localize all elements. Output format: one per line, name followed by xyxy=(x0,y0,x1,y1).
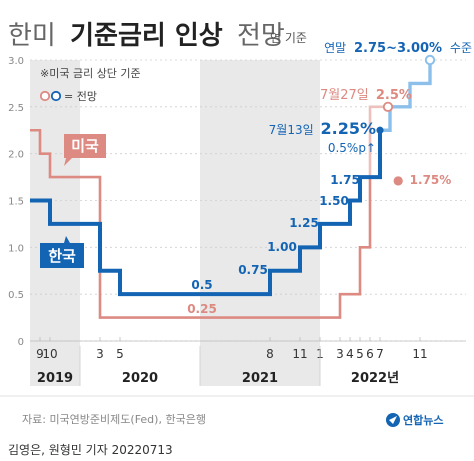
kr-label-0.75: 0.75 xyxy=(238,263,268,277)
year-label: 2021 xyxy=(242,371,278,386)
jul13-change: 0.5%p↑ xyxy=(328,141,376,155)
legend-us-forecast-marker xyxy=(39,90,51,102)
jul27-value: 2.5% xyxy=(376,88,412,103)
y-tick-label: 0.5 xyxy=(8,290,24,301)
year-label: 2020 xyxy=(122,371,158,386)
kr-tag: 한국 xyxy=(40,236,84,268)
x-tick-label: 11 xyxy=(412,347,427,361)
legend-note: ※미국 금리 상단 기준 xyxy=(40,67,141,80)
y-tick-label: 2.0 xyxy=(8,150,24,161)
kr-value-labels: 0.5 0.75 1.00 1.25 1.50 1.75 xyxy=(191,173,359,292)
y-tick-label: 1.0 xyxy=(8,243,24,254)
jul13-value: 2.25% xyxy=(320,119,376,138)
x-tick-label: 10 xyxy=(42,347,57,361)
x-tick-label: 7 xyxy=(376,347,384,361)
kr-label-1.75: 1.75 xyxy=(330,173,360,187)
brand-logo-mark xyxy=(389,416,397,424)
year-end-value: 2.75~3.00% xyxy=(354,41,442,56)
x-tick-label: 8 xyxy=(266,347,274,361)
us-tag-label: 미국 xyxy=(71,137,99,155)
kr-tag-label: 한국 xyxy=(48,247,76,265)
byline: 김영은, 원형민 기자 20220713 xyxy=(8,443,173,457)
title-prefix: 한미 xyxy=(8,21,56,51)
x-tick-label: 4 xyxy=(346,347,354,361)
chart-title: 한미 기준금리 인상 전망 xyxy=(8,21,285,51)
y-tick-label: 3.0 xyxy=(8,56,24,67)
jul13-annotation: 7월13일 2.25% xyxy=(269,119,376,138)
y-tick-label: 2.5 xyxy=(8,103,24,114)
us-end-marker: ● xyxy=(393,173,403,187)
title-suffix: 전망 xyxy=(237,21,285,51)
us-label-0.25: 0.25 xyxy=(187,302,217,316)
kr-label-0.5: 0.5 xyxy=(191,278,212,292)
source-note: 자료: 미국연방준비제도(Fed), 한국은행 xyxy=(22,413,206,426)
legend-kr-forecast-marker xyxy=(50,90,62,102)
marker-us-jul27 xyxy=(382,101,394,112)
x-tick-label: 11 xyxy=(292,347,307,361)
x-tick-label: 3 xyxy=(96,347,104,361)
year-label: 2019 xyxy=(37,371,73,386)
shade-band-2021 xyxy=(200,60,320,386)
series-lines xyxy=(30,60,432,319)
x-tick-label: 3 xyxy=(336,347,344,361)
legend: ※미국 금리 상단 기준 = 전망 xyxy=(39,67,141,103)
year-end-prefix: 연말 xyxy=(324,41,346,55)
series-line-kr-forecast xyxy=(380,60,432,132)
jul13-date: 7월13일 xyxy=(269,123,314,137)
kr-label-1.25: 1.25 xyxy=(289,216,319,230)
kr-label-1.00: 1.00 xyxy=(267,240,297,254)
y-tick-label: 1.5 xyxy=(8,197,24,208)
us-end-value: 1.75% xyxy=(410,173,452,187)
year-end-annotation: 연말 2.75~3.00% 수준 xyxy=(324,41,472,56)
year-end-suffix: 수준 xyxy=(450,41,472,55)
x-tick-label: 5 xyxy=(116,347,124,361)
legend-forecast-label: = 전망 xyxy=(64,90,97,103)
x-tick-label: 6 xyxy=(366,347,374,361)
series-line-us xyxy=(30,128,376,319)
x-tick-label: 5 xyxy=(356,347,364,361)
brand-logo-text: 연합뉴스 xyxy=(403,413,443,427)
us-label-end: ● 1.75% xyxy=(393,173,451,187)
marker-kr-yearend xyxy=(424,54,436,66)
series-line-kr xyxy=(30,130,382,297)
year-bands xyxy=(30,60,320,386)
jul27-date: 7월27일 xyxy=(320,88,369,103)
title-main: 기준금리 인상 xyxy=(70,21,223,51)
kr-tag-shape xyxy=(40,236,84,268)
us-tag-shape xyxy=(64,134,106,166)
unit-label: 연 기준 xyxy=(270,31,307,45)
series-markers xyxy=(376,54,436,134)
marker-kr-jul13 xyxy=(376,126,384,134)
x-tick-label: 9 xyxy=(36,347,44,361)
series-line-us-forecast xyxy=(368,105,388,178)
brand-logo: 연합뉴스 xyxy=(386,413,443,427)
grid: 0 0.5 1.0 1.5 2.0 2.5 3.0 xyxy=(8,56,466,348)
us-tag: 미국 xyxy=(64,134,106,166)
y-tick-label: 0 xyxy=(18,337,24,348)
jul27-annotation: 7월27일 2.5% xyxy=(320,88,412,103)
year-label: 2022년 xyxy=(351,371,399,386)
kr-label-1.50: 1.50 xyxy=(319,194,349,208)
